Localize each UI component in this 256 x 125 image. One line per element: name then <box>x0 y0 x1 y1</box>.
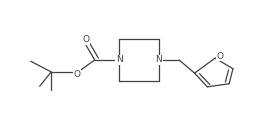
Text: O: O <box>217 52 224 61</box>
Text: O: O <box>82 36 89 44</box>
Text: O: O <box>73 70 80 79</box>
Text: N: N <box>116 56 122 64</box>
Text: N: N <box>155 56 162 64</box>
